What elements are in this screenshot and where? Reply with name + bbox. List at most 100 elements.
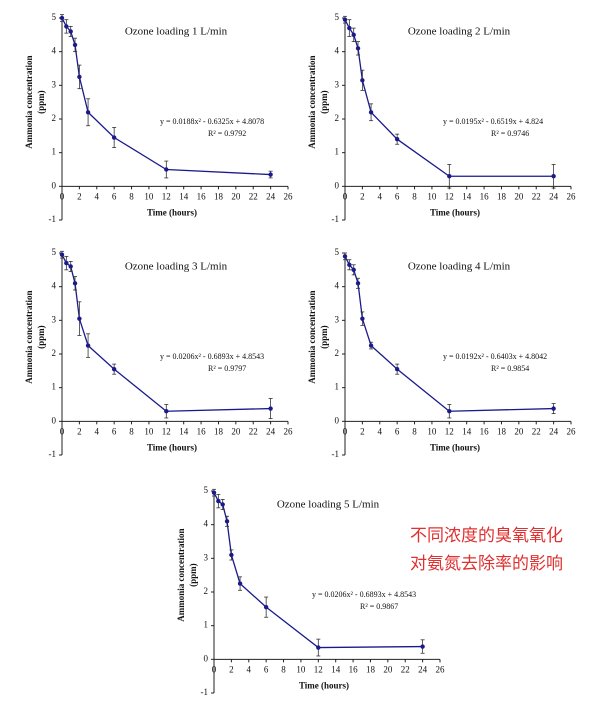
y-tick-label: 4 <box>204 519 209 529</box>
data-point <box>351 32 356 38</box>
x-tick-label: 0 <box>343 191 348 201</box>
x-tick-label: 10 <box>296 664 306 674</box>
x-tick-label: 24 <box>266 426 276 436</box>
data-point <box>316 645 321 650</box>
data-point <box>229 552 234 558</box>
x-tick-label: 12 <box>314 664 323 674</box>
data-point <box>164 409 169 414</box>
y-tick-label: 3 <box>335 79 340 89</box>
y-tick-label: -1 <box>201 687 209 697</box>
x-tick-label: 6 <box>112 426 117 436</box>
data-point <box>268 406 273 411</box>
y-tick-label: 0 <box>335 180 340 190</box>
y-axis-label: (ppm) <box>319 325 329 349</box>
x-tick-label: 20 <box>231 191 241 201</box>
data-line <box>213 492 423 649</box>
x-tick-label: 16 <box>197 191 207 201</box>
x-tick-label: 26 <box>284 191 294 201</box>
data-point <box>77 316 82 321</box>
x-tick-label: 18 <box>497 426 507 436</box>
data-point <box>263 604 269 610</box>
x-tick-label: 22 <box>532 426 541 436</box>
x-tick-label: 12 <box>445 426 454 436</box>
y-tick-label: 0 <box>335 415 340 425</box>
x-tick-label: 8 <box>129 191 134 201</box>
x-tick-label: 4 <box>378 426 383 436</box>
y-tick-label: -1 <box>332 214 340 224</box>
x-tick-label: 10 <box>144 191 154 201</box>
x-tick-label: 0 <box>343 426 348 436</box>
annotation: y = 0.0192x² - 0.6403x + 4.8042 <box>443 352 547 361</box>
x-tick-label: 8 <box>412 426 417 436</box>
x-tick-label: 0 <box>60 191 65 201</box>
data-point <box>347 262 352 267</box>
x-tick-label: 14 <box>462 191 472 201</box>
data-point <box>211 490 217 495</box>
x-tick-label: 18 <box>497 191 507 201</box>
annotation: y = 0.0206x² - 0.6893x + 4.8543 <box>312 590 416 599</box>
y-tick-label: 5 <box>52 247 57 257</box>
x-tick-label: 26 <box>567 191 577 201</box>
data-point <box>164 167 169 172</box>
x-tick-label: 10 <box>427 426 437 436</box>
y-tick-label: 3 <box>335 314 340 324</box>
y-tick-label: 1 <box>52 382 57 392</box>
x-tick-label: 0 <box>60 426 65 436</box>
data-point <box>64 24 69 29</box>
data-line <box>344 19 554 177</box>
caption: 不同浓度的臭氧氧化 <box>410 526 563 546</box>
x-tick-label: 6 <box>395 191 400 201</box>
y-tick-label: -1 <box>332 449 340 459</box>
x-tick-label: 26 <box>436 664 446 674</box>
y-axis-label: (ppm) <box>36 325 46 349</box>
data-point <box>216 498 221 504</box>
chart-title: Ozone loading 4 L/min <box>408 261 511 273</box>
data-point <box>394 137 400 142</box>
data-point <box>394 366 400 372</box>
annotation: R² = 0.9746 <box>491 129 529 138</box>
data-point <box>220 502 225 507</box>
chart-title: Ozone loading 1 L/min <box>125 26 228 38</box>
x-tick-label: 12 <box>162 426 171 436</box>
x-tick-label: 4 <box>247 664 252 674</box>
x-tick-label: 2 <box>77 191 82 201</box>
data-point <box>68 29 73 34</box>
x-tick-label: 24 <box>418 664 428 674</box>
y-axis-label: (ppm) <box>36 90 46 114</box>
x-tick-label: 18 <box>214 426 224 436</box>
y-tick-label: 2 <box>204 586 209 596</box>
x-tick-label: 16 <box>480 426 490 436</box>
x-tick-label: 24 <box>549 426 559 436</box>
x-tick-label: 6 <box>112 191 117 201</box>
data-point <box>360 78 365 83</box>
y-axis-label: Ammonia concentration <box>24 291 34 384</box>
x-tick-label: 14 <box>462 426 472 436</box>
x-tick-label: 20 <box>514 426 524 436</box>
data-point <box>551 174 556 179</box>
y-tick-label: 1 <box>52 147 57 157</box>
y-tick-label: 3 <box>52 79 57 89</box>
x-tick-label: 6 <box>264 664 269 674</box>
x-tick-label: 14 <box>179 426 189 436</box>
y-tick-label: 4 <box>335 281 340 291</box>
y-tick-label: 1 <box>335 147 340 157</box>
y-tick-label: 1 <box>335 382 340 392</box>
x-tick-label: 24 <box>549 191 559 201</box>
x-tick-label: 2 <box>229 664 234 674</box>
x-tick-label: 8 <box>412 191 417 201</box>
data-point <box>59 252 65 257</box>
chart-title: Ozone loading 2 L/min <box>408 26 511 38</box>
x-tick-label: 22 <box>249 426 258 436</box>
caption: 对氨氮去除率的影响 <box>410 554 563 574</box>
y-axis-label: (ppm) <box>319 90 329 114</box>
data-point <box>342 254 348 259</box>
annotation: y = 0.0188x² - 0.6325x + 4.8078 <box>160 117 264 126</box>
x-tick-label: 20 <box>231 426 241 436</box>
annotation: R² = 0.9854 <box>491 364 529 373</box>
x-tick-label: 4 <box>378 191 383 201</box>
